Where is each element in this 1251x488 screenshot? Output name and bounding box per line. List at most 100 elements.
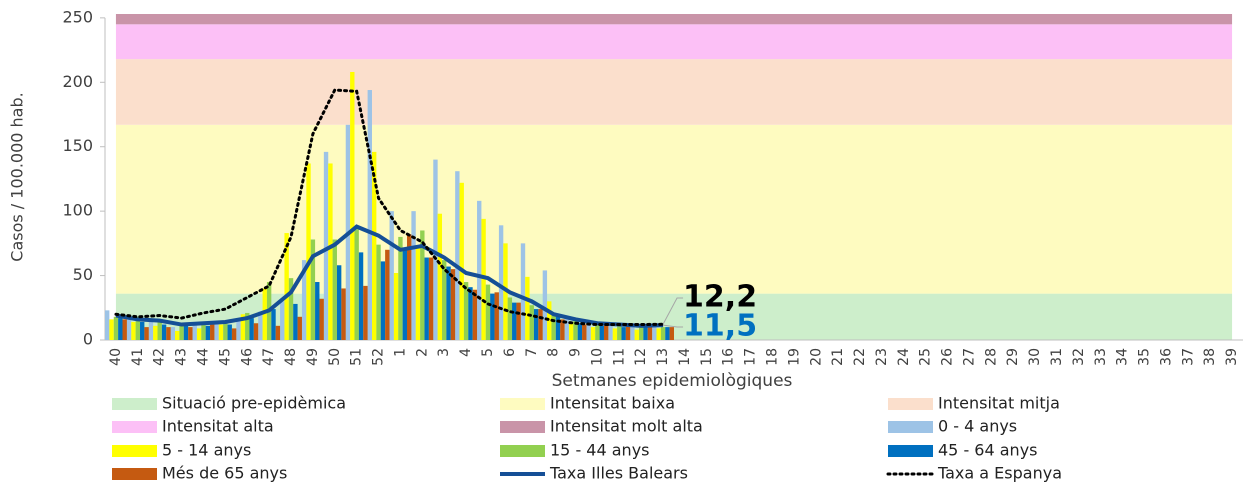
bar: [617, 325, 622, 340]
bar: [638, 327, 644, 340]
bar: [608, 325, 613, 340]
x-tick-label: 12: [633, 348, 649, 366]
bar: [332, 239, 337, 340]
data-label: 11,5: [683, 309, 757, 344]
x-tick-label: 24: [896, 348, 912, 366]
legend-label: Intensitat baixa: [550, 394, 675, 413]
bar: [319, 298, 324, 340]
bar: [170, 327, 176, 340]
bar: [297, 316, 302, 340]
bar: [231, 328, 237, 340]
line: [114, 88, 665, 327]
bar: [271, 309, 276, 340]
bar: [498, 225, 504, 340]
legend-label: Intensitat molt alta: [550, 417, 703, 436]
bar: [328, 163, 333, 340]
bar: [525, 276, 530, 340]
bar: [161, 324, 167, 340]
bar: [634, 329, 639, 340]
bar: [621, 327, 626, 340]
legend-swatch: [112, 468, 157, 480]
y-tick-label: 50: [73, 265, 93, 284]
x-tick-label: 1: [392, 348, 408, 357]
bar: [564, 318, 569, 340]
x-tick-label: 25: [918, 348, 934, 366]
bar: [109, 319, 114, 340]
x-tick-label: 32: [1071, 348, 1087, 366]
bar: [568, 321, 574, 340]
bar: [485, 284, 491, 340]
bar: [371, 151, 377, 340]
bar: [577, 323, 583, 340]
data-label: 12,2: [683, 280, 757, 315]
bar: [341, 288, 346, 340]
legend-swatch: [888, 421, 933, 433]
bar: [126, 319, 132, 340]
x-tick-label: 9: [568, 348, 584, 357]
bar: [131, 321, 136, 340]
intensity-band: [115, 24, 1233, 60]
bar: [442, 260, 447, 340]
x-tick-label: 21: [830, 348, 846, 366]
bar: [665, 327, 670, 340]
legend-swatch: [112, 421, 157, 433]
x-tick-label: 36: [1158, 348, 1174, 366]
bar: [560, 319, 565, 340]
x-tick-label: 18: [764, 348, 780, 366]
x-tick-label: 14: [677, 348, 693, 366]
x-tick-label: 3: [436, 348, 452, 357]
bar: [463, 282, 469, 340]
bar: [529, 305, 534, 340]
bar: [223, 321, 228, 340]
bar: [590, 327, 596, 340]
x-tick-label: 22: [852, 348, 868, 366]
x-tick-label: 33: [1093, 348, 1109, 366]
bar: [249, 318, 254, 340]
x-tick-label: 51: [349, 348, 365, 366]
x-tick-label: 50: [327, 348, 343, 366]
bar: [118, 318, 123, 340]
legend-swatch: [112, 398, 157, 410]
x-tick-label: 48: [283, 348, 299, 366]
bar: [656, 328, 661, 340]
bar: [481, 218, 486, 340]
bar: [148, 321, 154, 340]
legend-label: Intensitat alta: [162, 417, 274, 436]
legend-label: Taxa a Espanya: [937, 464, 1062, 483]
bar: [446, 266, 451, 340]
y-tick-label: 200: [62, 72, 93, 91]
bar: [573, 320, 578, 340]
bar: [301, 260, 307, 340]
bar: [652, 324, 657, 340]
x-tick-label: 23: [874, 348, 890, 366]
bar: [354, 229, 359, 340]
bar: [236, 319, 241, 340]
x-tick-label: 47: [261, 348, 277, 366]
intensity-band: [115, 59, 1233, 125]
bar: [196, 328, 202, 340]
bar: [630, 325, 635, 340]
x-axis-label: Setmanes epidemiològiques: [552, 371, 793, 391]
bar: [153, 325, 158, 340]
bar: [258, 311, 263, 340]
bar: [582, 324, 587, 340]
bar: [669, 327, 674, 340]
bar: [411, 211, 416, 340]
bar: [363, 285, 368, 340]
bar: [415, 247, 421, 340]
label-leader: [662, 324, 684, 328]
y-tick-label: 0: [83, 330, 93, 349]
bar: [459, 182, 464, 340]
x-tick-label: 16: [721, 348, 737, 366]
label-leader: [662, 297, 684, 325]
bar: [135, 316, 141, 340]
bar: [643, 327, 648, 340]
x-tick-label: 10: [589, 348, 605, 366]
x-tick-label: 38: [1202, 348, 1218, 366]
bar: [477, 200, 482, 340]
bar: [192, 323, 197, 340]
x-tick-label: 49: [305, 348, 321, 366]
bar: [428, 257, 434, 340]
legend-label: 45 - 64 anys: [938, 441, 1038, 460]
bar: [450, 269, 456, 340]
